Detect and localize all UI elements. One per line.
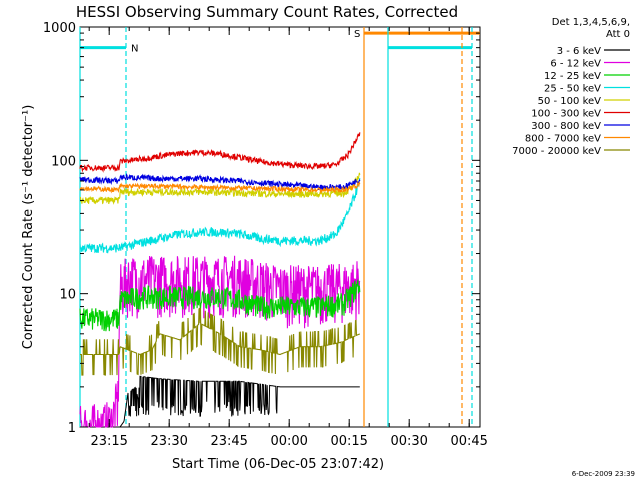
footer-timestamp: 6-Dec-2009 23:39 (572, 470, 635, 478)
legend-entry-label: 300 - 800 keV (531, 121, 601, 132)
series-line (79, 279, 361, 332)
x-axis-label: Start Time (06-Dec-05 23:07:42) (172, 457, 384, 472)
x-tick-label: 00:15 (330, 434, 367, 449)
legend-entry-label: 50 - 100 keV (538, 96, 602, 107)
legend-header: Att 0 (606, 29, 630, 40)
legend-entry-label: 6 - 12 keV (550, 59, 601, 70)
flag-label: S (354, 29, 360, 40)
series-line (79, 180, 361, 194)
flag-label: N (131, 44, 138, 55)
x-tick-label: 00:00 (270, 434, 307, 449)
series-line (79, 177, 361, 254)
legend-entry-label: 25 - 50 keV (544, 84, 601, 95)
legend: Det 1,3,4,5,6,9,Att 0 3 - 6 keV 6 - 12 keV… (512, 17, 630, 157)
observing-flags: NS (79, 27, 480, 427)
series-line (79, 172, 361, 205)
x-tick-label: 00:45 (450, 434, 487, 449)
series-line (80, 307, 361, 376)
legend-entry-label: 12 - 25 keV (544, 71, 601, 82)
axes: 23:15 23:30 23:45 00:00 00:15 00:30 00:45 1 10 10… (43, 21, 488, 449)
x-tick-label: 23:45 (210, 434, 247, 449)
legend-entry-label: 800 - 7000 keV (525, 134, 601, 145)
y-tick-label: 10 (59, 288, 76, 303)
series-line (79, 172, 361, 191)
legend-entry-label: 3 - 6 keV (557, 46, 601, 57)
x-tick-label: 23:30 (150, 434, 187, 449)
plot-frame (79, 26, 481, 428)
x-tick-label: 00:30 (390, 434, 427, 449)
legend-header: Det 1,3,4,5,6,9, (552, 17, 630, 28)
y-tick-label: 1 (68, 421, 76, 436)
y-tick-label: 1000 (43, 21, 76, 36)
y-axis-label: Corrected Count Rate (s⁻¹ detector⁻¹) (21, 105, 36, 350)
x-tick-label: 23:15 (90, 434, 127, 449)
series-layer (79, 132, 361, 428)
legend-entry-label: 100 - 300 keV (531, 109, 601, 120)
series-line (79, 255, 361, 428)
chart-title: HESSI Observing Summary Count Rates, Cor… (76, 3, 458, 21)
series-line (80, 375, 360, 428)
y-tick-label: 100 (51, 154, 76, 169)
series-line (79, 132, 361, 173)
legend-entry-label: 7000 - 20000 keV (512, 146, 601, 157)
